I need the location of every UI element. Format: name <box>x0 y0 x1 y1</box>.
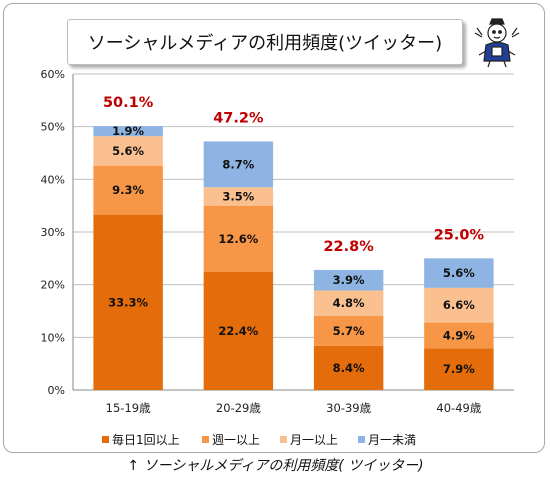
y-tick-label: 0% <box>48 384 65 397</box>
bar-segment <box>424 348 494 390</box>
legend-item-daily: 毎日1回以上 <box>102 431 180 448</box>
data-label: 22.4% <box>218 324 258 338</box>
data-label: 3.9% <box>333 273 365 287</box>
total-label: 22.8% <box>323 239 374 255</box>
legend-label-monthly: 月一以上 <box>290 433 339 447</box>
legend-swatch-monthly <box>280 436 287 443</box>
legend-label-daily: 毎日1回以上 <box>112 433 180 447</box>
y-tick-label: 30% <box>41 226 65 239</box>
legend-label-less-than-monthly: 月一未満 <box>368 433 417 447</box>
data-label: 12.6% <box>218 232 258 246</box>
legend-item-less-than-monthly: 月一未満 <box>358 431 416 448</box>
y-tick-label: 10% <box>41 331 65 344</box>
total-label: 47.2% <box>213 110 264 126</box>
data-label: 33.3% <box>108 295 148 309</box>
x-tick-label: 15-19歳 <box>106 401 151 415</box>
bar-segment <box>424 287 494 323</box>
y-tick-label: 50% <box>41 121 65 134</box>
data-label: 1.9% <box>112 124 144 138</box>
data-label: 3.5% <box>222 189 254 203</box>
data-label: 5.7% <box>333 324 365 338</box>
data-label: 5.6% <box>443 266 475 280</box>
chart-title-text: ソーシャルメディアの利用頻度(ツイッター) <box>87 33 443 54</box>
data-label: 9.3% <box>112 183 144 197</box>
data-label: 4.8% <box>333 296 365 310</box>
chart-caption: ↑ ソーシャルメディアの利用頻度( ツイッター) <box>127 458 424 474</box>
y-tick-label: 20% <box>41 279 65 292</box>
legend-item-weekly: 週一以上 <box>202 431 260 448</box>
legend-swatch-daily <box>102 436 109 443</box>
bar-segment <box>424 258 494 288</box>
bar-segment <box>424 322 494 349</box>
data-label: 6.6% <box>443 298 475 312</box>
data-label: 4.9% <box>443 328 475 342</box>
legend-item-monthly: 月一以上 <box>280 431 338 448</box>
bar-segment <box>93 214 163 390</box>
bar-segment <box>203 141 274 188</box>
bar-segment <box>93 165 163 215</box>
y-tick-label: 40% <box>41 173 65 186</box>
bar-segment <box>203 187 274 206</box>
bar-segment <box>93 126 163 137</box>
data-label: 7.9% <box>443 362 475 376</box>
x-tick-label: 40-49歳 <box>436 401 481 415</box>
bar-segment <box>313 315 384 346</box>
data-label: 5.6% <box>112 144 144 158</box>
total-label: 50.1% <box>103 95 154 111</box>
x-tick-label: 30-39歳 <box>326 401 371 415</box>
total-label: 25.0% <box>434 227 485 243</box>
y-tick-label: 60% <box>41 68 65 81</box>
bar-segment <box>203 205 274 273</box>
bar-segment <box>313 269 384 291</box>
legend-swatch-less-than-monthly <box>358 436 365 443</box>
bar-segment <box>93 136 163 166</box>
data-label: 8.4% <box>333 361 365 375</box>
legend-swatch-weekly <box>202 436 209 443</box>
data-label: 8.7% <box>222 157 254 171</box>
x-tick-label: 20-29歳 <box>216 401 261 415</box>
bar-segment <box>203 272 274 390</box>
bar-segment <box>313 345 384 390</box>
bar-segment <box>313 290 384 316</box>
mascot-logo <box>474 18 520 68</box>
legend-label-weekly: 週一以上 <box>212 433 261 447</box>
chart-title: ソーシャルメディアの利用頻度(ツイッター) <box>67 19 463 65</box>
